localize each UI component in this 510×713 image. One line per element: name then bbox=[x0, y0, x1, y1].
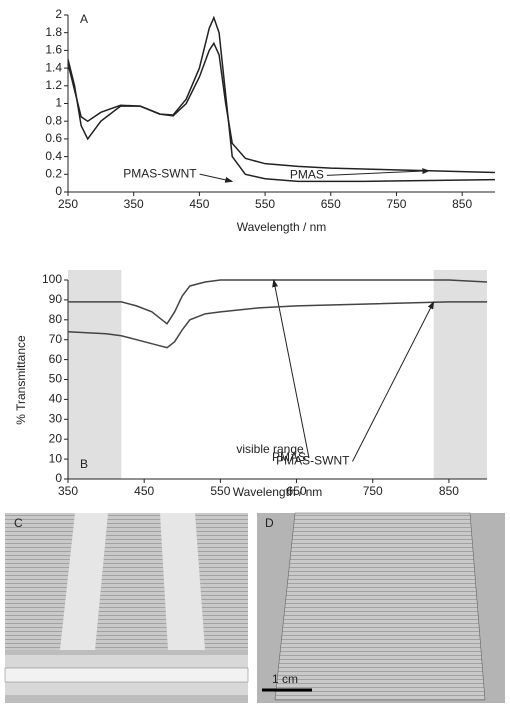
y-tick-label: 50 bbox=[49, 372, 63, 386]
y-tick-label: 10 bbox=[49, 451, 63, 465]
label-arrow bbox=[272, 279, 310, 459]
x-tick-label: 450 bbox=[189, 197, 209, 211]
y-tick-label: 1.2 bbox=[45, 78, 62, 92]
x-tick-label: 550 bbox=[255, 197, 275, 211]
y-tick-label: 100 bbox=[42, 272, 62, 286]
x-tick-label: 850 bbox=[439, 484, 459, 498]
panel-label: B bbox=[80, 457, 88, 471]
y-tick-label: 0.6 bbox=[45, 131, 62, 145]
x-tick-label: 850 bbox=[452, 197, 472, 211]
x-tick-label: 750 bbox=[386, 197, 406, 211]
shaded-region bbox=[68, 270, 122, 479]
y-tick-label: 1.6 bbox=[45, 43, 62, 57]
y-tick-label: 0 bbox=[55, 184, 62, 198]
y-axis-title: % Transmittance bbox=[14, 335, 28, 425]
series-label: PMAS bbox=[272, 450, 306, 464]
x-tick-label: 550 bbox=[210, 484, 230, 498]
data-line bbox=[68, 279, 488, 325]
label-arrow bbox=[326, 168, 431, 176]
y-tick-label: 60 bbox=[49, 352, 63, 366]
x-tick-label: 250 bbox=[58, 197, 78, 211]
annotation: visible range bbox=[236, 442, 304, 456]
y-tick-label: 80 bbox=[49, 312, 63, 326]
x-tick-label: 350 bbox=[58, 484, 78, 498]
y-tick-label: 1.4 bbox=[45, 60, 62, 74]
y-tick-label: 1 bbox=[55, 96, 62, 110]
series-label: PMAS bbox=[290, 168, 324, 182]
label-arrow bbox=[199, 173, 234, 183]
panel-label: A bbox=[80, 12, 88, 26]
y-tick-label: 0.4 bbox=[45, 149, 62, 163]
x-tick-label: 450 bbox=[134, 484, 154, 498]
series-label: PMAS-SWNT bbox=[276, 454, 350, 468]
x-tick-label: 650 bbox=[321, 197, 341, 211]
x-axis-title: Wavelength / nm bbox=[233, 485, 323, 499]
scale-bar-label: 1 cm bbox=[272, 672, 298, 686]
y-tick-label: 70 bbox=[49, 332, 63, 346]
y-tick-label: 0 bbox=[55, 471, 62, 485]
x-tick-label: 750 bbox=[363, 484, 383, 498]
y-tick-label: 0.2 bbox=[45, 166, 62, 180]
y-tick-label: 0.8 bbox=[45, 113, 62, 127]
shaded-region bbox=[433, 270, 487, 479]
y-tick-label: 40 bbox=[49, 392, 63, 406]
data-line bbox=[67, 301, 487, 349]
y-tick-label: 2 bbox=[55, 7, 62, 21]
y-tick-label: 1.8 bbox=[45, 25, 62, 39]
photo-d: 1 cm D bbox=[257, 512, 505, 703]
photo-c: C bbox=[4, 513, 249, 703]
data-line bbox=[67, 15, 496, 183]
y-tick-label: 30 bbox=[49, 411, 63, 425]
x-axis-title: Wavelength / nm bbox=[237, 220, 327, 234]
x-tick-label: 650 bbox=[287, 484, 307, 498]
photo-label: C bbox=[14, 516, 23, 530]
y-tick-label: 20 bbox=[49, 431, 63, 445]
label-arrow bbox=[352, 300, 435, 462]
photo-label: D bbox=[265, 516, 274, 530]
series-label: PMAS-SWNT bbox=[123, 166, 197, 180]
x-tick-label: 350 bbox=[124, 197, 144, 211]
data-line bbox=[67, 41, 496, 174]
y-tick-label: 90 bbox=[49, 292, 63, 306]
